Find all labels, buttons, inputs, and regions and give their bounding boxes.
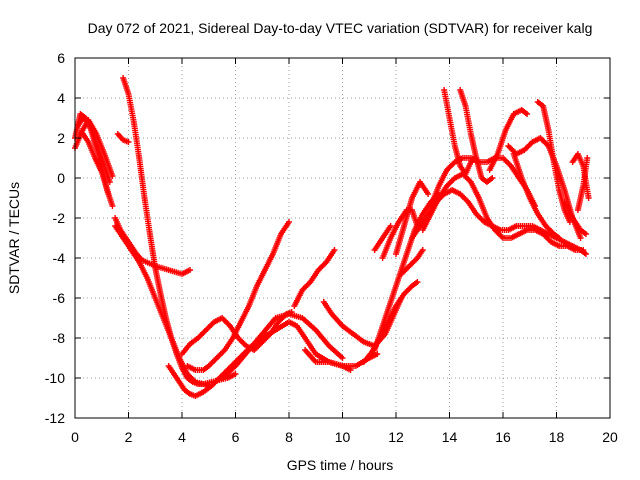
x-tick-label: 12 (388, 429, 404, 445)
series-arc-33 (574, 155, 591, 213)
series-arc-16 (360, 279, 421, 365)
data-point (489, 175, 496, 181)
data-point (187, 267, 194, 273)
data-point (577, 235, 584, 241)
x-tick-label: 6 (232, 429, 240, 445)
data-point (286, 219, 292, 225)
data-point (232, 371, 239, 377)
series-arc-12 (219, 311, 346, 381)
data-point (425, 191, 432, 197)
y-axis-label: SDTVAR / TECUs (6, 182, 22, 294)
series-arc-8 (112, 223, 239, 387)
y-tick-label: -2 (53, 210, 66, 226)
y-tick-label: 2 (57, 130, 65, 146)
y-tick-label: -10 (45, 370, 65, 386)
data-point (339, 355, 346, 361)
series-arc-4 (77, 117, 116, 179)
data-point (387, 223, 394, 229)
x-tick-label: 2 (125, 429, 133, 445)
series-arc-11 (184, 219, 292, 373)
series-arc-25 (441, 87, 480, 177)
series-arc-30 (534, 99, 573, 225)
series-arc-2 (72, 129, 112, 197)
series-arc-21 (398, 247, 426, 277)
series-arc-29 (510, 151, 563, 241)
series-arc-6 (114, 131, 132, 145)
data-point (584, 155, 591, 161)
data-point (524, 111, 531, 117)
data-point (109, 203, 116, 209)
y-tick-label: -6 (53, 290, 66, 306)
data-point (331, 247, 338, 253)
data-point (585, 195, 592, 201)
x-tick-label: 20 (602, 429, 618, 445)
series-arc-31 (561, 199, 589, 237)
y-tick-label: -4 (53, 250, 66, 266)
data-point (105, 191, 112, 197)
data-point (582, 251, 589, 257)
x-tick-label: 16 (495, 429, 511, 445)
axis-ticks: 0 2 4 6 8 10 12 14 16 18 20 -12 -10 -8 -6 -4 -2 0 2 4 6 (45, 50, 618, 445)
data-point (374, 351, 381, 357)
y-tick-label: -8 (53, 330, 66, 346)
data-point (582, 231, 589, 237)
x-tick-label: 8 (285, 429, 293, 445)
series-arc-7 (120, 75, 212, 389)
y-tick-label: -12 (45, 410, 65, 426)
series-arc-23 (419, 171, 587, 253)
data-point (414, 279, 421, 285)
x-tick-label: 0 (71, 429, 79, 445)
chart-title: Day 072 of 2021, Sidereal Day-to-day VTE… (88, 20, 593, 36)
series-arc-26 (457, 87, 496, 185)
x-tick-label: 10 (335, 429, 351, 445)
data-point (419, 247, 426, 253)
data-point (125, 139, 132, 145)
x-tick-label: 14 (442, 429, 458, 445)
x-tick-label: 4 (178, 429, 186, 445)
series-arc-10 (179, 309, 295, 357)
data-point (109, 173, 116, 179)
y-tick-label: 0 (57, 170, 65, 186)
data-point (106, 179, 113, 185)
y-tick-label: 4 (57, 90, 65, 106)
data-points (72, 75, 592, 399)
data-point (566, 219, 573, 225)
y-tick-label: 6 (57, 50, 65, 66)
x-axis-label: GPS time / hours (287, 457, 394, 473)
series-arc-20 (393, 179, 432, 257)
data-point (556, 235, 563, 241)
x-tick-label: 18 (549, 429, 565, 445)
series-arc-27 (486, 107, 531, 173)
series-arc-18 (371, 223, 394, 253)
data-point (580, 247, 587, 253)
series-arc-15 (320, 295, 405, 349)
series-arc-13 (291, 247, 338, 309)
